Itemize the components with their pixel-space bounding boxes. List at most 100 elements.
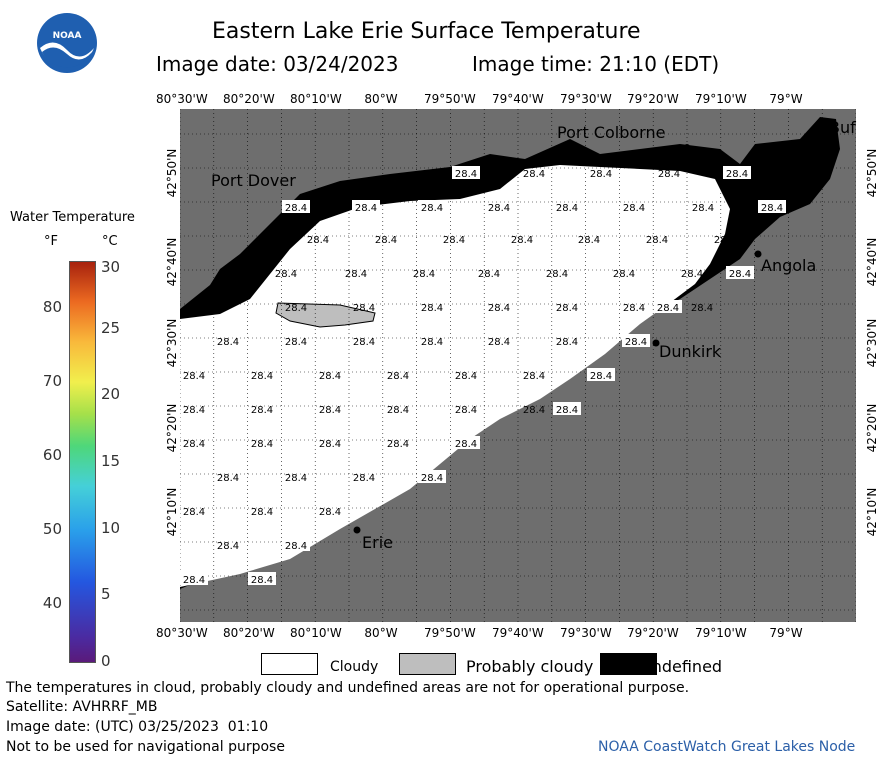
lon-label-top: 79°50'W	[424, 92, 476, 106]
temperature-label: 28.4	[646, 235, 668, 246]
lon-label-bottom: 79°W	[769, 626, 803, 640]
city-angola: Angola	[761, 256, 817, 275]
colorbar-unit-c: °C	[102, 234, 118, 249]
lon-label-bottom: 80°10'W	[290, 626, 342, 640]
temperature-label-box	[452, 436, 480, 449]
temperature-label-box	[418, 200, 446, 213]
lon-label-bottom: 79°30'W	[560, 626, 612, 640]
temperature-label: 28.4	[692, 203, 714, 214]
city-buffalo: Buf	[829, 118, 856, 137]
temperature-label: 28.4	[285, 473, 307, 484]
graticule-grid	[179, 109, 857, 622]
temperature-label: 28.4	[488, 203, 510, 214]
temperature-label: 28.4	[657, 303, 679, 314]
temperature-label: 28.4	[217, 541, 239, 552]
colorbar-tick-f: 70	[42, 372, 62, 390]
lat-label-left: 42°50'N	[165, 148, 179, 198]
temperature-label-box	[418, 470, 446, 483]
temperature-label: 28.4	[217, 473, 239, 484]
temperature-label: 28.4	[523, 371, 545, 382]
colorbar-tick-f: 60	[42, 446, 62, 464]
temperature-label: 28.4	[613, 269, 635, 280]
lon-label-bottom: 80°W	[364, 626, 398, 640]
port-colborne-dot	[684, 144, 690, 150]
utc-date-text: Image date: (UTC) 03/25/2023 01:10	[6, 719, 269, 735]
lon-label-bottom: 79°50'W	[424, 626, 476, 640]
temperature-label: 28.4	[681, 269, 703, 280]
lat-label-right: 42°30'N	[865, 318, 879, 368]
temperature-label: 28.4	[319, 371, 341, 382]
temperature-label-box	[352, 200, 380, 213]
noaa-logo: NOAA	[36, 12, 98, 74]
temperature-label: 28.4	[590, 371, 612, 382]
lon-label-bottom: 79°20'W	[627, 626, 679, 640]
lake-map-svg: 28.4 28.4 28.4 28.4 28.4 28.4 28.4 28.4 28.4 28.4…	[179, 109, 857, 622]
colorbar-tick-f: 40	[42, 594, 62, 612]
lon-label-bottom: 80°20'W	[223, 626, 275, 640]
temperature-label: 28.4	[387, 405, 409, 416]
temperature-label: 28.4	[319, 507, 341, 518]
temperature-label: 28.4	[729, 269, 751, 280]
buffalo-dot	[819, 118, 825, 124]
temperature-label: 28.4	[623, 303, 645, 314]
colorbar-tick-c: 20	[101, 385, 121, 404]
probably-cloudy-region	[275, 302, 376, 328]
lon-label-top: 79°10'W	[695, 92, 747, 106]
temperature-label-box	[282, 200, 310, 213]
temperature-label: 28.4	[455, 405, 477, 416]
colorbar-tick-c: 25	[101, 318, 121, 337]
temperature-label: 28.4	[421, 473, 443, 484]
temperature-label: 28.4	[455, 371, 477, 382]
temperature-label: 28.4	[251, 405, 273, 416]
lon-label-top: 79°30'W	[560, 92, 612, 106]
temperature-label-box	[282, 538, 310, 551]
lat-label-left: 42°30'N	[165, 318, 179, 368]
colorbar-tick-c: 0	[101, 652, 111, 670]
lon-label-top: 80°30'W	[156, 92, 208, 106]
temperature-label: 28.4	[319, 405, 341, 416]
temperature-label: 28.4	[455, 439, 477, 450]
lat-label-left: 42°40'N	[165, 237, 179, 287]
temperature-label: 28.4	[183, 405, 205, 416]
lat-label-right: 42°10'N	[865, 487, 879, 537]
temperature-label: 28.4	[546, 269, 568, 280]
disclaimer-text: The temperatures in cloud, probably clou…	[6, 680, 690, 696]
colorbar-title: Water Temperature	[10, 210, 135, 225]
lat-label-right: 42°50'N	[865, 148, 879, 198]
temperature-label: 28.4	[578, 235, 600, 246]
temperature-label: 28.4	[421, 303, 443, 314]
temperature-label-box	[553, 402, 581, 415]
city-port-dover: Port Dover	[211, 171, 296, 190]
lon-label-bottom: 79°10'W	[695, 626, 747, 640]
temperature-label: 28.4	[183, 507, 205, 518]
temperature-label: 28.4	[375, 235, 397, 246]
page-title: Eastern Lake Erie Surface Temperature	[212, 19, 641, 44]
temperature-label-box	[587, 368, 615, 381]
temperature-label: 28.4	[285, 337, 307, 348]
temperature-label: 28.4	[307, 235, 329, 246]
temperature-label: 28.4	[421, 203, 443, 214]
temperature-label: 28.4	[275, 269, 297, 280]
temperature-label: 28.4	[488, 303, 510, 314]
temperature-label-box	[622, 334, 650, 347]
lat-label-right: 42°40'N	[865, 237, 879, 287]
temperature-label: 28.4	[353, 337, 375, 348]
lon-label-top: 79°20'W	[627, 92, 679, 106]
temperature-label: 28.4	[511, 235, 533, 246]
temperature-label: 28.4	[691, 303, 713, 314]
temperature-label: 28.4	[488, 337, 510, 348]
temperature-label: 28.4	[793, 169, 815, 180]
temperature-label: 28.4	[556, 303, 578, 314]
lat-label-left: 42°20'N	[165, 403, 179, 453]
temperature-label: 28.4	[285, 541, 307, 552]
temperature-label: 28.4	[413, 269, 435, 280]
temperature-label: 28.4	[761, 203, 783, 214]
legend-cloudy-swatch	[261, 653, 318, 675]
legend-undefined-swatch	[600, 653, 657, 675]
colorbar-unit-f: °F	[44, 234, 58, 249]
temperature-label: 28.4	[353, 303, 375, 314]
angola-dot	[754, 250, 762, 258]
temperature-label: 28.4	[455, 169, 477, 180]
temperature-label: 28.4	[523, 405, 545, 416]
temperature-label-box	[723, 166, 751, 179]
